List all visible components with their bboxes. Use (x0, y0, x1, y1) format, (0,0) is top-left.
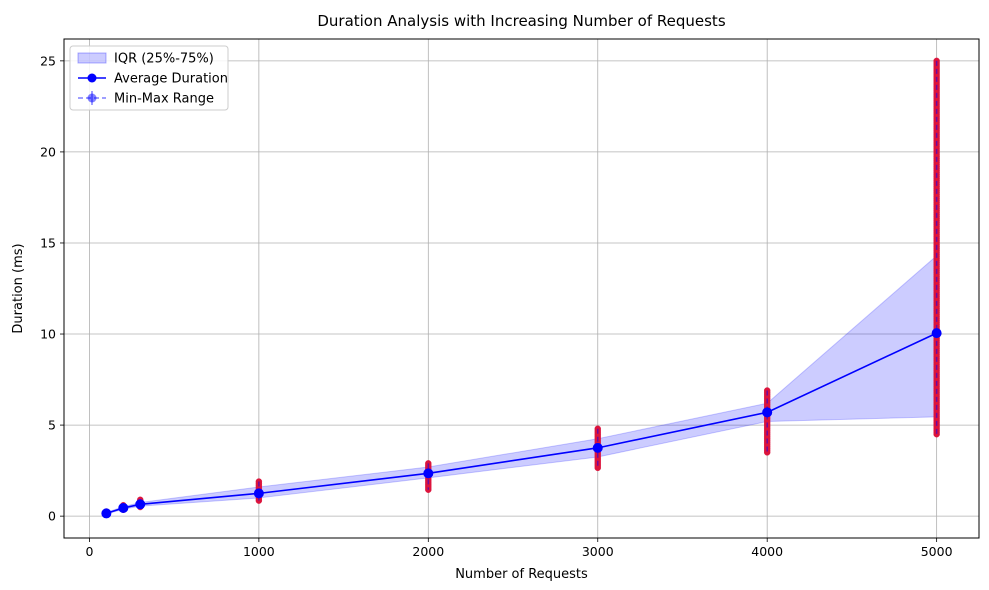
y-axis-label: Duration (ms) (11, 243, 26, 333)
average-duration-point (118, 502, 129, 513)
x-tick-label: 0 (85, 544, 93, 559)
legend-marker-swatch (87, 73, 97, 83)
x-tick-label: 3000 (582, 544, 614, 559)
legend-item: Average Duration (78, 72, 228, 87)
y-tick-label: 25 (40, 53, 56, 68)
x-axis-label: Number of Requests (455, 567, 588, 582)
legend: IQR (25%-75%) Average Duration Min-Max Ran… (69, 45, 229, 111)
average-duration-point (762, 407, 773, 418)
y-tick-label: 15 (40, 235, 56, 250)
plot-area (63, 38, 980, 539)
average-duration-layer (101, 328, 942, 519)
y-tick-label: 10 (40, 327, 56, 342)
y-tick-label: 5 (48, 418, 56, 433)
legend-marker-swatch (87, 93, 97, 103)
x-axis-ticks: 0 1000 2000 3000 4000 5000 (85, 538, 953, 559)
plot-frame (63, 38, 980, 539)
average-duration-point (931, 328, 942, 339)
legend-band-swatch (77, 52, 107, 64)
x-tick-label: 2000 (412, 544, 444, 559)
average-duration-point (101, 508, 112, 519)
y-tick-label: 20 (40, 144, 56, 159)
average-duration-point (592, 442, 603, 453)
average-duration-point (135, 499, 146, 510)
average-duration-point (253, 488, 264, 499)
legend-item: Min-Max Range (78, 91, 214, 107)
x-tick-label: 4000 (751, 544, 783, 559)
x-tick-label: 1000 (243, 544, 275, 559)
legend-box (69, 45, 229, 111)
average-duration-point (423, 468, 434, 479)
y-tick-label: 0 (48, 509, 56, 524)
plot-background (64, 39, 979, 538)
legend-label: Min-Max Range (114, 92, 214, 107)
chart-title: Duration Analysis with Increasing Number… (317, 12, 725, 30)
x-tick-label: 5000 (921, 544, 953, 559)
legend-label: IQR (25%-75%) (114, 52, 214, 67)
raw-points-column (763, 387, 771, 456)
y-axis-ticks: 0 5 10 15 20 25 (40, 53, 64, 524)
legend-label: Average Duration (114, 72, 228, 87)
legend-item: IQR (25%-75%) (77, 52, 214, 67)
